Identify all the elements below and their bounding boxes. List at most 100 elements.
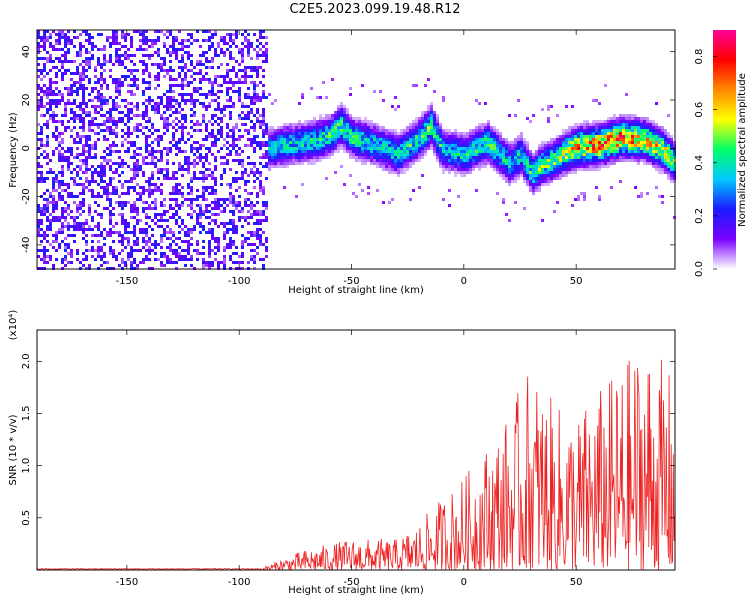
heatmap-cell — [94, 249, 97, 252]
heatmap-cell — [163, 228, 166, 231]
heatmap-cell — [142, 159, 145, 162]
heatmap-cell — [241, 225, 244, 228]
heatmap-cell — [109, 267, 112, 270]
heatmap-cell — [595, 126, 598, 129]
heatmap-cell — [652, 120, 655, 123]
heatmap-cell — [181, 249, 184, 252]
heatmap-cell — [418, 150, 421, 153]
heatmap-cell — [190, 99, 193, 102]
heatmap-cell — [301, 147, 304, 150]
heatmap-cell — [433, 129, 436, 132]
heatmap-cell — [349, 141, 352, 144]
heatmap-cell — [202, 186, 205, 189]
heatmap-cell — [331, 114, 334, 117]
heatmap-cell — [253, 81, 256, 84]
heatmap-cell — [574, 153, 577, 156]
heatmap-cell — [64, 42, 67, 45]
heatmap-cell — [61, 99, 64, 102]
heatmap-cell — [148, 54, 151, 57]
heatmap-cell — [229, 183, 232, 186]
heatmap-cell — [430, 123, 433, 126]
heatmap-cell — [208, 216, 211, 219]
heatmap-cell — [598, 138, 601, 141]
heatmap-cell — [151, 63, 154, 66]
heatmap-cell — [643, 132, 646, 135]
heatmap-cell — [190, 186, 193, 189]
heatmap-cell — [436, 138, 439, 141]
heatmap-cell — [265, 156, 268, 159]
heatmap-cell — [199, 147, 202, 150]
heatmap-cell — [475, 132, 478, 135]
heatmap-cell — [238, 261, 241, 264]
heatmap-cell — [169, 228, 172, 231]
heatmap-cell — [244, 144, 247, 147]
heatmap-cell — [244, 219, 247, 222]
y-tick-label: 20 — [21, 94, 32, 107]
heatmap-cell — [88, 33, 91, 36]
heatmap-cell — [112, 144, 115, 147]
heatmap-cell — [52, 180, 55, 183]
heatmap-cell — [253, 171, 256, 174]
heatmap-cell — [265, 42, 268, 45]
heatmap-cell — [517, 174, 520, 177]
heatmap-cell — [661, 126, 664, 129]
heatmap-cell — [145, 87, 148, 90]
heatmap-cell — [256, 231, 259, 234]
heatmap-cell — [448, 132, 451, 135]
heatmap-cell — [577, 126, 580, 129]
heatmap-cell — [163, 210, 166, 213]
heatmap-cell — [70, 129, 73, 132]
heatmap-cell — [586, 165, 589, 168]
heatmap-cell — [163, 93, 166, 96]
heatmap-cell — [121, 237, 124, 240]
heatmap-cell — [598, 162, 601, 165]
heatmap-cell — [583, 132, 586, 135]
heatmap-cell — [235, 189, 238, 192]
heatmap-cell — [643, 141, 646, 144]
heatmap-cell — [277, 159, 280, 162]
heatmap-cell — [256, 39, 259, 42]
heatmap-cell — [211, 132, 214, 135]
heatmap-cell — [181, 192, 184, 195]
heatmap-cell — [484, 138, 487, 141]
heatmap-cell — [229, 81, 232, 84]
heatmap-cell — [583, 192, 586, 195]
heatmap-cell — [214, 120, 217, 123]
heatmap-cell — [271, 153, 274, 156]
heatmap-cell — [250, 243, 253, 246]
heatmap-cell — [226, 159, 229, 162]
heatmap-cell — [217, 213, 220, 216]
heatmap-cell — [133, 54, 136, 57]
heatmap-cell — [97, 249, 100, 252]
heatmap-cell — [211, 186, 214, 189]
heatmap-cell — [112, 81, 115, 84]
heatmap-cell — [370, 147, 373, 150]
heatmap-cell — [37, 177, 40, 180]
heatmap-cell — [463, 144, 466, 147]
heatmap-cell — [214, 183, 217, 186]
heatmap-cell — [238, 51, 241, 54]
heatmap-cell — [343, 105, 346, 108]
heatmap-cell — [127, 57, 130, 60]
heatmap-cell — [505, 171, 508, 174]
heatmap-cell — [178, 192, 181, 195]
heatmap-cell — [43, 36, 46, 39]
heatmap-cell — [532, 177, 535, 180]
heatmap-cell — [661, 141, 664, 144]
heatmap-cell — [301, 93, 304, 96]
heatmap-cell — [439, 156, 442, 159]
heatmap-cell — [97, 99, 100, 102]
heatmap-cell — [118, 213, 121, 216]
heatmap-cell — [604, 162, 607, 165]
heatmap-cell — [73, 60, 76, 63]
heatmap-cell — [133, 126, 136, 129]
heatmap-cell — [250, 192, 253, 195]
heatmap-cell — [124, 54, 127, 57]
heatmap-cell — [373, 147, 376, 150]
heatmap-cell — [136, 48, 139, 51]
heatmap-cell — [163, 105, 166, 108]
heatmap-cell — [508, 144, 511, 147]
heatmap-cell — [73, 138, 76, 141]
heatmap-cell — [118, 240, 121, 243]
heatmap-cell — [46, 162, 49, 165]
